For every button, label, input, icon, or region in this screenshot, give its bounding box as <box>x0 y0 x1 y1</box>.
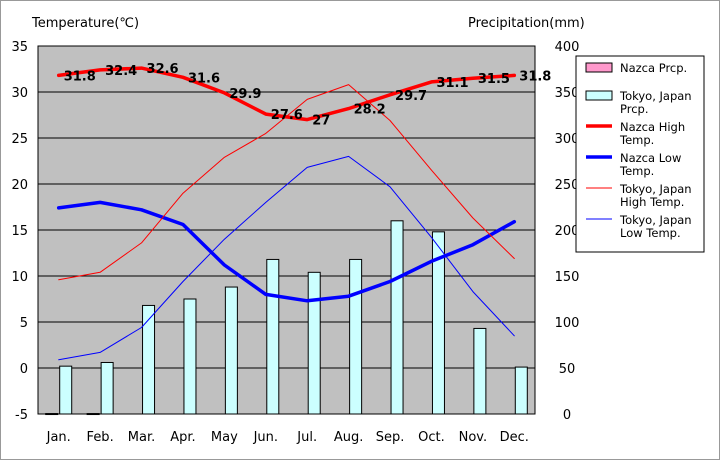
precipitation-bar <box>183 298 197 415</box>
legend-label: Temp. <box>619 164 654 178</box>
left-tick-label: 25 <box>11 132 28 147</box>
x-tick-label: Oct. <box>418 430 445 445</box>
temperature-lines <box>56 66 517 361</box>
legend-label: Tokyo, Japan <box>619 89 692 103</box>
right-tick-label: 350 <box>555 86 580 101</box>
right-axis-ticks: 0 50 100 150 200 250 300 350 400 <box>555 40 580 423</box>
right-tick-label: 400 <box>555 40 580 55</box>
right-tick-label: 50 <box>559 362 576 377</box>
x-tick-label: Dec. <box>500 430 529 445</box>
precipitation-bar <box>142 304 156 415</box>
precipitation-bar <box>514 366 528 415</box>
series-line <box>58 155 515 361</box>
x-tick-label: Sep. <box>376 430 405 445</box>
precipitation-bar <box>390 220 404 415</box>
legend-label: Prcp. <box>620 102 649 116</box>
left-tick-label: 20 <box>11 178 28 193</box>
precipitation-bar <box>266 258 280 415</box>
left-tick-label: 35 <box>11 40 28 55</box>
x-tick-label: Jun. <box>253 430 278 445</box>
grid-lines <box>38 91 535 369</box>
legend-label: Nazca High <box>620 120 685 134</box>
data-label: 31.1 <box>436 76 468 91</box>
data-label: 27.6 <box>271 108 303 123</box>
left-tick-label: -5 <box>15 408 28 423</box>
precipitation-bar <box>59 365 73 415</box>
left-tick-label: 5 <box>20 316 28 331</box>
legend-swatch <box>585 62 613 73</box>
data-label: 31.6 <box>188 71 220 86</box>
data-label: 27 <box>312 114 330 129</box>
x-tick-label: May <box>211 430 238 445</box>
left-axis-ticks: -5 0 5 10 15 20 25 30 35 <box>11 40 28 423</box>
x-tick-label: Mar. <box>128 430 155 445</box>
precipitation-bar <box>307 271 321 415</box>
right-tick-label: 100 <box>555 316 580 331</box>
legend-label: Temp. <box>619 133 654 147</box>
x-axis-ticks: Jan. Feb. Mar. Apr. May Jun. Jul. Aug. Sep. Oct. N… <box>46 430 529 445</box>
right-tick-label: 200 <box>555 224 580 239</box>
data-label: 29.7 <box>395 89 427 104</box>
right-tick-label: 0 <box>563 408 571 423</box>
x-tick-label: Nov. <box>459 430 488 445</box>
left-tick-label: 0 <box>20 362 28 377</box>
x-tick-label: Jul. <box>296 430 317 445</box>
right-axis-title: Precipitation(mm) <box>468 16 585 31</box>
precipitation-bar <box>473 327 487 415</box>
plot-frame <box>37 45 536 415</box>
legend-label: Low Temp. <box>620 226 681 240</box>
right-tick-label: 300 <box>555 132 580 147</box>
right-tick-label: 150 <box>555 270 580 285</box>
legend-label: Nazca Low <box>620 151 681 165</box>
precipitation-bars <box>45 220 528 416</box>
legend-swatch <box>585 90 613 101</box>
left-tick-label: 10 <box>11 270 28 285</box>
data-label: 29.9 <box>229 87 261 102</box>
precipitation-bar <box>224 286 238 415</box>
data-label: 28.2 <box>354 103 386 118</box>
series-line <box>56 200 517 303</box>
data-labels: 31.8 32.4 32.6 31.6 29.9 27.6 27 28.2 29.7 31.1 31… <box>64 62 552 129</box>
data-label: 32.6 <box>147 62 179 77</box>
left-tick-label: 15 <box>11 224 28 239</box>
x-tick-label: Jan. <box>46 430 71 445</box>
x-tick-label: Apr. <box>170 430 195 445</box>
x-tick-label: Feb. <box>87 430 114 445</box>
data-label: 31.5 <box>478 72 510 87</box>
precipitation-bar <box>349 258 363 415</box>
left-axis-title: Temperature(℃) <box>31 16 139 31</box>
legend-label: Nazca Prcp. <box>620 61 687 75</box>
precipitation-bar <box>100 361 114 415</box>
legend-label: Tokyo, Japan <box>619 182 692 196</box>
data-label: 31.8 <box>64 69 96 84</box>
data-label: 32.4 <box>105 64 137 79</box>
series-line <box>58 84 515 281</box>
legend-label: High Temp. <box>620 195 684 209</box>
left-tick-label: 30 <box>11 86 28 101</box>
right-tick-label: 250 <box>555 178 580 193</box>
legend-label: Tokyo, Japan <box>619 213 692 227</box>
x-tick-label: Aug. <box>334 430 364 445</box>
